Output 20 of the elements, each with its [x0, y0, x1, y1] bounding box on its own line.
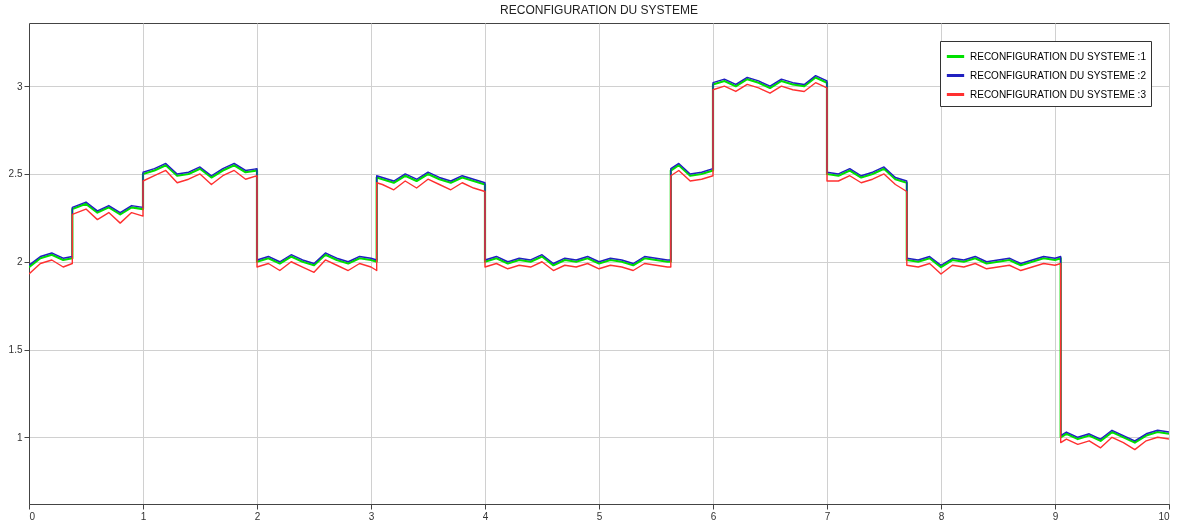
x-tick-label: 1	[140, 510, 147, 521]
x-tick-label: 2	[254, 510, 261, 521]
x-tick-label: 7	[824, 510, 831, 521]
x-tick-label: 10	[1158, 510, 1170, 521]
legend-label: RECONFIGURATION DU SYSTEME :3	[970, 88, 1147, 100]
x-tick-label: 0	[29, 510, 36, 521]
y-tick-label: 2.5	[8, 168, 23, 180]
y-tick-label: 2	[16, 256, 23, 268]
y-tick-label: 1	[16, 431, 23, 443]
x-tick-label: 8	[938, 510, 945, 521]
x-tick-label: 6	[710, 510, 717, 521]
x-tick-label: 4	[482, 510, 489, 521]
chart-title: RECONFIGURATION DU SYSTEME	[500, 3, 698, 17]
y-tick-label: 1.5	[8, 344, 23, 356]
legend-label: RECONFIGURATION DU SYSTEME :1	[970, 50, 1147, 62]
legend-label: RECONFIGURATION DU SYSTEME :2	[970, 69, 1147, 81]
x-tick-label: 3	[368, 510, 375, 521]
x-tick-label: 9	[1052, 510, 1059, 521]
x-tick-label: 5	[596, 510, 603, 521]
y-tick-label: 3	[16, 80, 23, 92]
